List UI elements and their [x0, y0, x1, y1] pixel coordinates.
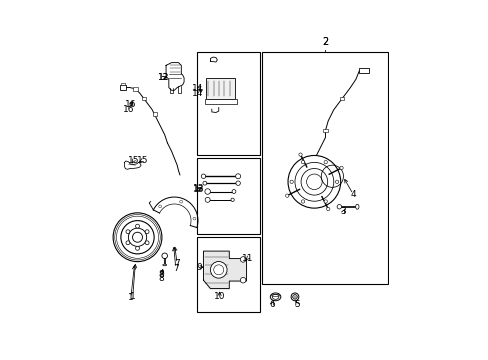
Bar — [142, 97, 146, 100]
Circle shape — [298, 153, 302, 156]
Bar — [120, 85, 126, 90]
Polygon shape — [203, 251, 246, 288]
Text: 7: 7 — [174, 259, 180, 268]
Circle shape — [287, 156, 340, 208]
Circle shape — [301, 168, 327, 195]
Text: 10: 10 — [213, 292, 225, 301]
Bar — [359, 68, 368, 73]
Text: 15: 15 — [128, 156, 139, 165]
Circle shape — [240, 257, 245, 262]
Ellipse shape — [163, 264, 166, 266]
Circle shape — [121, 221, 154, 254]
Text: 3: 3 — [340, 207, 346, 216]
Bar — [121, 82, 125, 85]
Text: 14: 14 — [191, 85, 203, 94]
Bar — [196, 237, 260, 312]
Text: 2: 2 — [322, 37, 328, 48]
Circle shape — [326, 207, 329, 211]
Circle shape — [289, 180, 293, 184]
Circle shape — [335, 180, 338, 184]
Circle shape — [135, 224, 139, 228]
Ellipse shape — [270, 293, 280, 301]
Text: 2: 2 — [322, 37, 328, 48]
Text: 4: 4 — [349, 190, 355, 199]
Bar — [323, 129, 327, 132]
Circle shape — [132, 232, 142, 242]
Circle shape — [232, 190, 235, 193]
Circle shape — [210, 261, 226, 278]
Bar — [206, 78, 235, 99]
Text: 11: 11 — [242, 253, 253, 262]
Text: 13: 13 — [192, 185, 204, 194]
Bar — [133, 87, 138, 91]
Circle shape — [306, 174, 322, 190]
Text: 1: 1 — [128, 293, 133, 302]
Ellipse shape — [272, 294, 278, 299]
Circle shape — [294, 162, 333, 201]
Circle shape — [230, 198, 234, 202]
Circle shape — [235, 181, 240, 185]
Text: 15: 15 — [137, 156, 148, 165]
Circle shape — [336, 204, 341, 209]
Circle shape — [235, 174, 240, 179]
Circle shape — [203, 181, 206, 185]
Circle shape — [162, 253, 167, 258]
Text: 8: 8 — [158, 270, 164, 279]
Bar — [152, 112, 157, 116]
Circle shape — [145, 241, 149, 245]
Text: 16: 16 — [123, 105, 135, 114]
Circle shape — [126, 230, 130, 234]
Bar — [196, 158, 260, 234]
Text: 7: 7 — [173, 264, 178, 273]
Bar — [339, 97, 344, 100]
Circle shape — [240, 278, 245, 283]
Circle shape — [204, 189, 210, 194]
Bar — [204, 99, 236, 104]
Circle shape — [301, 200, 304, 203]
Circle shape — [324, 200, 327, 203]
Circle shape — [135, 246, 139, 250]
Circle shape — [113, 213, 162, 262]
Ellipse shape — [355, 204, 358, 209]
Text: 1: 1 — [130, 292, 135, 301]
Circle shape — [339, 166, 343, 170]
Text: 12: 12 — [157, 73, 169, 82]
Text: 8: 8 — [158, 274, 164, 283]
Circle shape — [126, 241, 130, 245]
Circle shape — [290, 293, 298, 301]
Text: 14: 14 — [192, 89, 203, 98]
Circle shape — [205, 197, 210, 202]
Bar — [196, 51, 260, 156]
Bar — [261, 51, 387, 284]
Circle shape — [301, 161, 304, 164]
Circle shape — [324, 161, 327, 164]
Text: 9: 9 — [196, 263, 201, 272]
Text: 12: 12 — [157, 73, 169, 82]
Circle shape — [145, 230, 149, 234]
Text: 13: 13 — [192, 184, 204, 193]
Text: 5: 5 — [294, 300, 300, 309]
Circle shape — [201, 174, 205, 179]
Text: 16: 16 — [125, 100, 136, 109]
Circle shape — [128, 228, 146, 246]
Circle shape — [285, 194, 288, 197]
Circle shape — [292, 294, 297, 299]
Text: 6: 6 — [268, 300, 274, 309]
